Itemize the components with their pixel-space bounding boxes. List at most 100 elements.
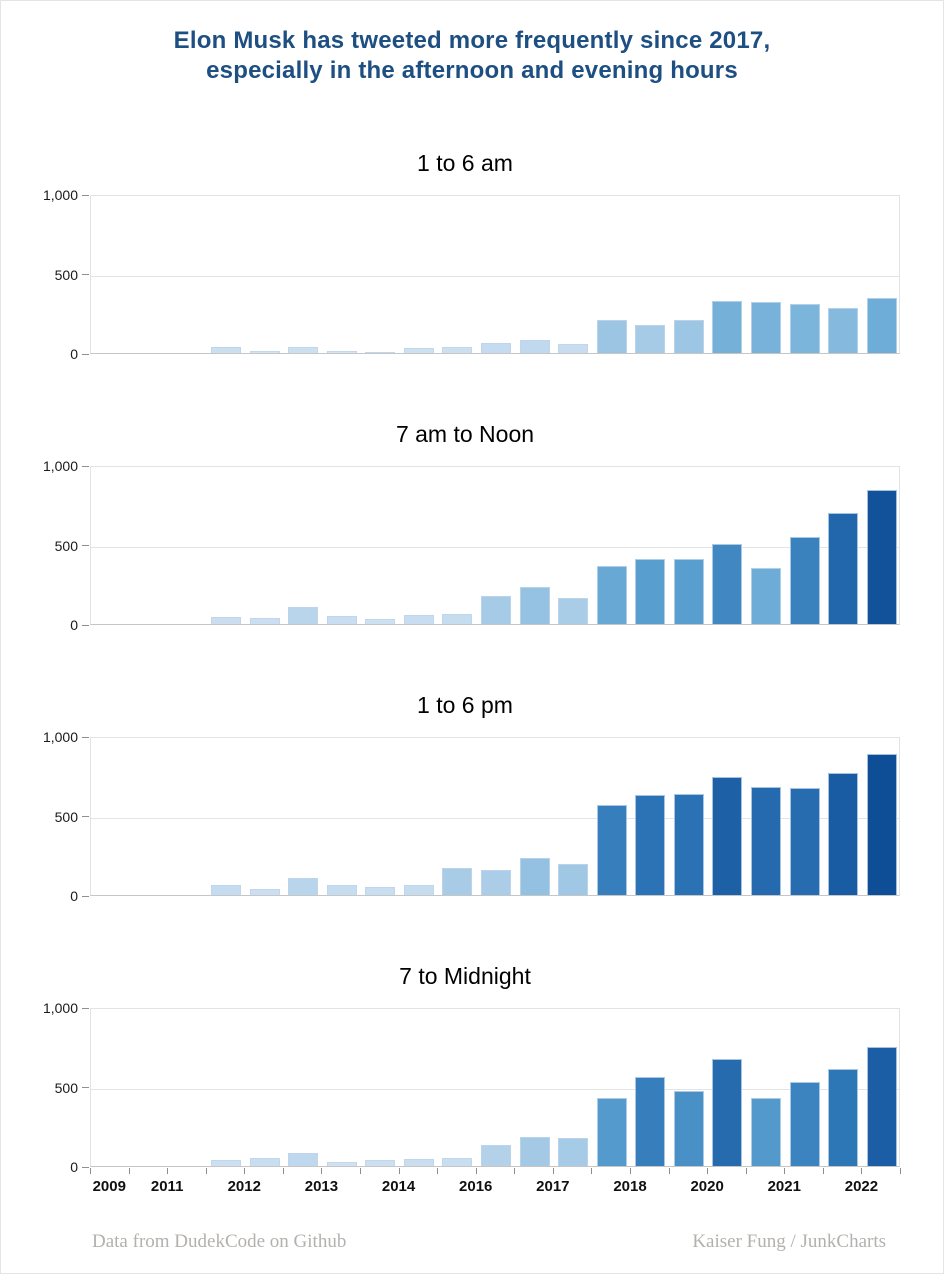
y-axis-tick-mark bbox=[82, 1087, 89, 1088]
bar bbox=[596, 565, 627, 624]
x-axis-tick-mark bbox=[244, 1168, 246, 1174]
bar bbox=[249, 617, 280, 624]
panel-title: 1 to 6 pm bbox=[417, 692, 513, 718]
bar bbox=[326, 885, 357, 895]
bar bbox=[866, 490, 897, 624]
bar bbox=[519, 587, 550, 624]
bar bbox=[751, 1097, 781, 1166]
plot-area bbox=[90, 195, 900, 354]
x-axis-tick-mark bbox=[167, 1168, 169, 1174]
plot-area bbox=[90, 737, 900, 896]
bar bbox=[249, 1158, 280, 1166]
panel-title: 1 to 6 am bbox=[417, 150, 513, 176]
gridline bbox=[91, 817, 899, 819]
y-axis-tick-mark bbox=[82, 1166, 89, 1168]
x-axis-tick-mark bbox=[707, 1168, 709, 1174]
bar bbox=[442, 867, 473, 895]
x-axis-tick-mark bbox=[552, 1168, 554, 1174]
bar bbox=[326, 1162, 357, 1166]
footer: Data from DudekCode on Github Kaiser Fun… bbox=[92, 1231, 886, 1253]
bar bbox=[519, 857, 550, 895]
bar bbox=[403, 885, 434, 895]
x-axis-tick-label: 2018 bbox=[613, 1178, 647, 1195]
x-axis-tick-label: 2013 bbox=[304, 1178, 339, 1195]
y-axis-tick-label: 0 bbox=[70, 888, 78, 904]
bar bbox=[442, 614, 473, 624]
gridline bbox=[91, 546, 899, 548]
bar bbox=[635, 1076, 666, 1166]
x-axis-tick-label: 2020 bbox=[690, 1178, 724, 1195]
x-axis-tick-label: 2022 bbox=[844, 1178, 879, 1195]
x-axis-tick-mark bbox=[282, 1168, 284, 1174]
bar bbox=[596, 1098, 627, 1166]
bar bbox=[828, 512, 859, 624]
bar bbox=[673, 794, 704, 895]
bar bbox=[712, 543, 743, 624]
bar bbox=[365, 1160, 396, 1166]
chart-panel: 1 to 6 pm 0 500 1,000 bbox=[0, 680, 944, 920]
bar bbox=[288, 1152, 319, 1166]
x-axis-tick-mark bbox=[861, 1168, 863, 1174]
bar bbox=[288, 877, 319, 895]
x-axis-tick-label: 2009 bbox=[92, 1178, 126, 1195]
bar bbox=[789, 537, 820, 624]
gridline bbox=[91, 275, 899, 277]
bar bbox=[442, 1158, 473, 1166]
x-axis-tick-label: 2017 bbox=[536, 1178, 570, 1195]
footer-source: Data from DudekCode on Github bbox=[92, 1231, 347, 1252]
x-axis-tick-mark bbox=[745, 1168, 747, 1174]
y-axis-tick-label: 500 bbox=[54, 537, 78, 554]
bar bbox=[211, 616, 241, 624]
bar bbox=[365, 619, 396, 624]
bar bbox=[481, 596, 511, 624]
main-title-line-1: Elon Musk has tweeted more frequently si… bbox=[173, 27, 771, 54]
bar bbox=[866, 298, 897, 353]
x-axis-tick-mark bbox=[900, 1168, 901, 1174]
bar bbox=[558, 344, 589, 353]
bar bbox=[673, 320, 704, 353]
bar bbox=[558, 1138, 589, 1166]
bar bbox=[866, 1046, 897, 1166]
y-axis-tick-mark bbox=[82, 624, 89, 626]
y-axis-tick-mark bbox=[82, 353, 89, 355]
x-axis-tick-mark bbox=[360, 1168, 361, 1174]
chart-panel: 1 to 6 am 0 500 1,000 bbox=[0, 138, 944, 378]
x-axis-tick-label: 2021 bbox=[767, 1178, 801, 1195]
bar bbox=[712, 777, 743, 895]
bar bbox=[596, 805, 627, 895]
bar bbox=[712, 300, 743, 353]
x-axis-tick-label: 2011 bbox=[150, 1178, 184, 1195]
bar bbox=[288, 347, 319, 353]
gridline bbox=[91, 1088, 899, 1090]
bar bbox=[673, 558, 704, 624]
bar bbox=[519, 1136, 550, 1166]
x-axis-tick-mark bbox=[205, 1168, 207, 1174]
y-axis-tick-label: 500 bbox=[54, 1079, 78, 1096]
y-axis-tick-mark bbox=[82, 1007, 89, 1009]
chart-panel: 7 am to Noon 0 500 1,000 bbox=[0, 409, 944, 649]
x-axis-tick-mark bbox=[784, 1168, 786, 1174]
y-axis-tick-label: 1,000 bbox=[42, 458, 78, 474]
bar bbox=[789, 303, 820, 353]
x-axis-tick-mark bbox=[668, 1168, 670, 1174]
y-axis-tick-label: 1,000 bbox=[42, 1000, 78, 1016]
bar bbox=[519, 340, 550, 353]
bar bbox=[365, 351, 396, 353]
x-axis-tick-mark bbox=[822, 1168, 824, 1174]
bar bbox=[403, 348, 434, 353]
y-axis-tick-label: 500 bbox=[54, 808, 78, 825]
x-axis-tick-mark bbox=[514, 1168, 516, 1174]
bar bbox=[635, 325, 666, 353]
bar bbox=[211, 1160, 241, 1166]
plot-area bbox=[90, 466, 900, 625]
x-axis-tick-mark bbox=[90, 1168, 91, 1174]
bar bbox=[751, 568, 781, 624]
y-axis-tick-mark bbox=[82, 194, 89, 196]
y-axis-tick-mark bbox=[82, 465, 89, 467]
bar bbox=[249, 888, 280, 895]
bar bbox=[866, 754, 897, 895]
bar bbox=[288, 606, 319, 624]
x-axis-tick-label: 2016 bbox=[459, 1178, 493, 1195]
y-axis-tick-mark bbox=[82, 274, 89, 275]
